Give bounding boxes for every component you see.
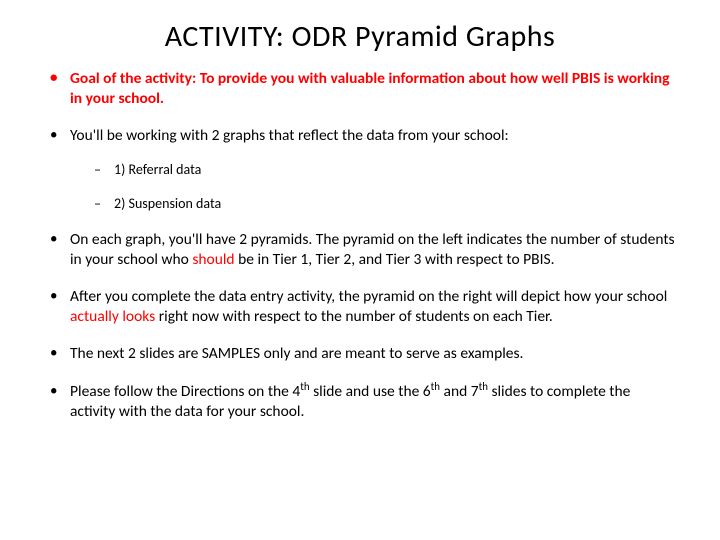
sup-th-3: th — [479, 379, 488, 392]
sub-list: 1) Referral data 2) Suspension data — [70, 161, 676, 212]
b6-p1: Please follow the Directions on the 4 — [70, 382, 300, 401]
b6-p3: and 7 — [440, 382, 479, 401]
b4-post: right now with respect to the number of … — [155, 307, 553, 326]
b4-pre: After you complete the data entry activi… — [70, 287, 667, 306]
sup-th-2: th — [431, 379, 440, 392]
bullet-samples: The next 2 slides are SAMPLES only and a… — [44, 344, 676, 364]
sup-th-1: th — [300, 379, 309, 392]
bullet-pyramids: On each graph, you'll have 2 pyramids. T… — [44, 230, 676, 270]
sub-suspension: 2) Suspension data — [94, 195, 676, 213]
bullet-goal: Goal of the activity: To provide you wit… — [44, 69, 676, 109]
bullet-graphs: You'll be working with 2 graphs that ref… — [44, 126, 676, 213]
bullet-directions: Please follow the Directions on the 4th … — [44, 382, 676, 422]
goal-prefix: Goal of the activity: — [70, 69, 200, 88]
bullet-right-pyramid: After you complete the data entry activi… — [44, 287, 676, 327]
b4-red: actually looks — [70, 307, 155, 326]
b3-red: should — [192, 250, 234, 269]
bullet-list: Goal of the activity: To provide you wit… — [44, 69, 676, 422]
b6-p2: slide and use the 6 — [310, 382, 431, 401]
sub-referral: 1) Referral data — [94, 161, 676, 179]
slide-title: ACTIVITY: ODR Pyramid Graphs — [44, 18, 676, 55]
bullet-graphs-text: You'll be working with 2 graphs that ref… — [70, 126, 509, 145]
b3-post: be in Tier 1, Tier 2, and Tier 3 with re… — [235, 250, 555, 269]
